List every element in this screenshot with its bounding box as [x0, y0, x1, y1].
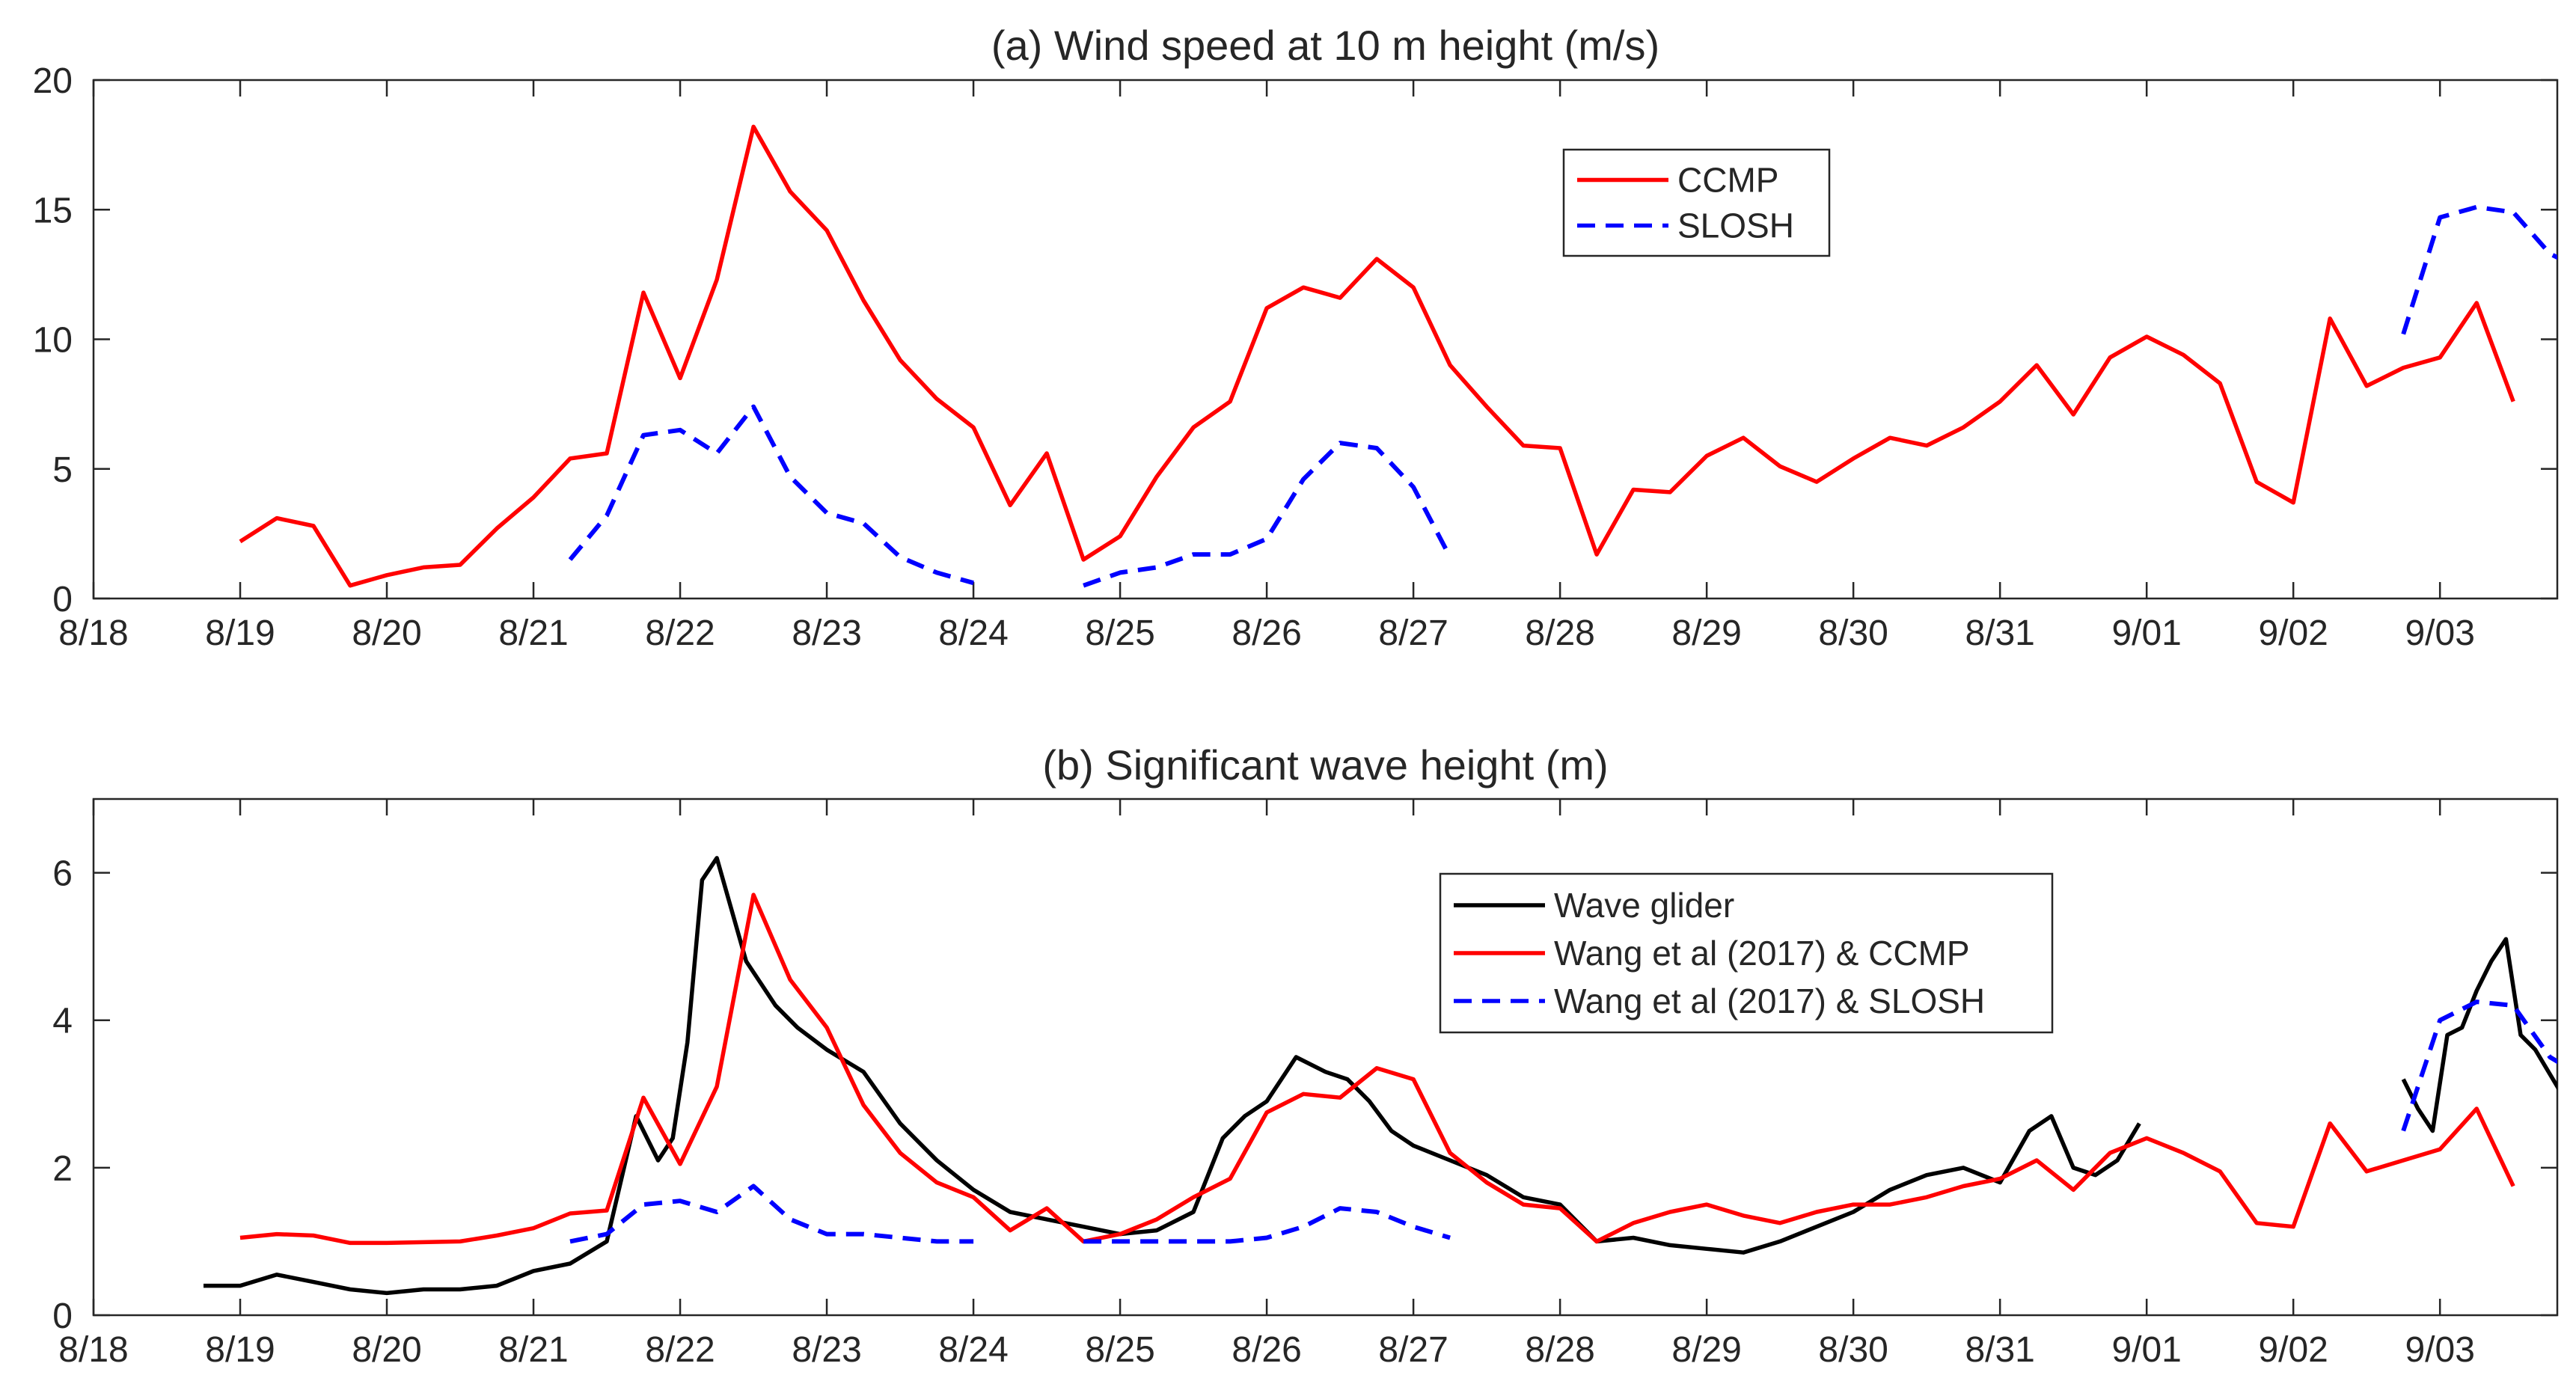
x-tick-label: 9/01: [2111, 613, 2181, 653]
series-line-wave-glider-seg-0: [204, 856, 2141, 1296]
x-tick-label: 8/28: [1525, 613, 1594, 653]
series-line-slosh-seg-2: [2401, 204, 2557, 335]
x-tick-label: 8/31: [1965, 1330, 2034, 1370]
chart-title: (b) Significant wave height (m): [1042, 741, 1608, 789]
legend-label: Wave glider: [1554, 886, 1734, 925]
x-tick-label: 8/30: [1818, 613, 1888, 653]
x-tick-label: 8/21: [498, 613, 568, 653]
x-tick-label: 8/24: [938, 613, 1008, 653]
axes-box: [92, 798, 2559, 1317]
x-tick-label: 8/18: [58, 613, 128, 653]
x-tick-label: 8/29: [1671, 1330, 1741, 1370]
legend-label: SLOSH: [1677, 206, 1794, 245]
series-line-slosh-seg-1: [1083, 441, 1452, 588]
chart-panel-0: (a) Wind speed at 10 m height (m/s) 0 5 10 1…: [33, 22, 2559, 653]
x-tick-label: 8/25: [1085, 1330, 1154, 1370]
series-line-slosh-seg-0: [568, 404, 974, 586]
y-tick-label: 10: [33, 321, 73, 361]
x-tick-label: 8/23: [792, 1330, 861, 1370]
y-tick-label: 0: [52, 580, 73, 619]
legend: Wave glider Wang et al (2017) & CCMP Wang …: [1439, 872, 2054, 1034]
legend-label: Wang et al (2017) & CCMP: [1554, 934, 1970, 973]
legend-box: [1562, 148, 1831, 257]
x-tick-label: 9/02: [2258, 1330, 2328, 1370]
x-tick-label: 8/31: [1965, 613, 2034, 653]
x-tick-label: 8/23: [792, 613, 861, 653]
legend-label: Wang et al (2017) & SLOSH: [1554, 982, 1985, 1020]
x-tick-label: 8/22: [645, 1330, 715, 1370]
x-tick-label: 8/19: [205, 613, 275, 653]
x-tick-label: 9/03: [2405, 1330, 2474, 1370]
series-line-ccmp: [239, 124, 2515, 588]
x-tick-label: 9/03: [2405, 613, 2474, 653]
legend-label: CCMP: [1677, 161, 1778, 200]
y-tick-label: 6: [52, 854, 73, 894]
series-line-wang-et-al-2017-slosh-seg-2: [2401, 999, 2557, 1132]
y-tick-label: 5: [52, 450, 73, 490]
x-tick-label: 9/02: [2258, 613, 2328, 653]
x-tick-label: 8/26: [1232, 613, 1301, 653]
series-line-wang-et-al-2017-slosh-seg-0: [569, 1184, 974, 1244]
x-tick-label: 8/18: [58, 1330, 128, 1370]
y-tick-label: 20: [33, 61, 73, 101]
chart-title: (a) Wind speed at 10 m height (m/s): [991, 22, 1659, 69]
series-line-wave-glider-seg-1: [2401, 937, 2557, 1133]
series-line-wang-et-al-2017-ccmp: [239, 893, 2515, 1246]
x-tick-label: 8/24: [938, 1330, 1008, 1370]
x-tick-label: 8/29: [1671, 613, 1741, 653]
series-line-wang-et-al-2017-slosh-seg-1: [1083, 1206, 1451, 1244]
axes-box: [92, 79, 2559, 600]
y-tick-label: 4: [52, 1002, 73, 1041]
x-tick-label: 9/01: [2111, 1330, 2181, 1370]
x-tick-label: 8/28: [1525, 1330, 1594, 1370]
x-tick-label: 8/27: [1378, 613, 1448, 653]
x-tick-label: 8/21: [498, 1330, 568, 1370]
y-tick-label: 0: [52, 1296, 73, 1336]
x-tick-label: 8/27: [1378, 1330, 1448, 1370]
x-tick-label: 8/30: [1818, 1330, 1888, 1370]
x-tick-label: 8/19: [205, 1330, 275, 1370]
y-tick-label: 15: [33, 191, 73, 230]
x-tick-label: 8/22: [645, 613, 715, 653]
x-tick-label: 8/20: [352, 1330, 421, 1370]
x-tick-label: 8/25: [1085, 613, 1154, 653]
y-tick-label: 2: [52, 1149, 73, 1189]
legend: CCMP SLOSH: [1562, 148, 1831, 257]
chart-panel-1: (b) Significant wave height (m) 0 2 4 6 8/18 8…: [52, 741, 2559, 1370]
x-tick-label: 8/26: [1232, 1330, 1301, 1370]
x-tick-label: 8/20: [352, 613, 421, 653]
